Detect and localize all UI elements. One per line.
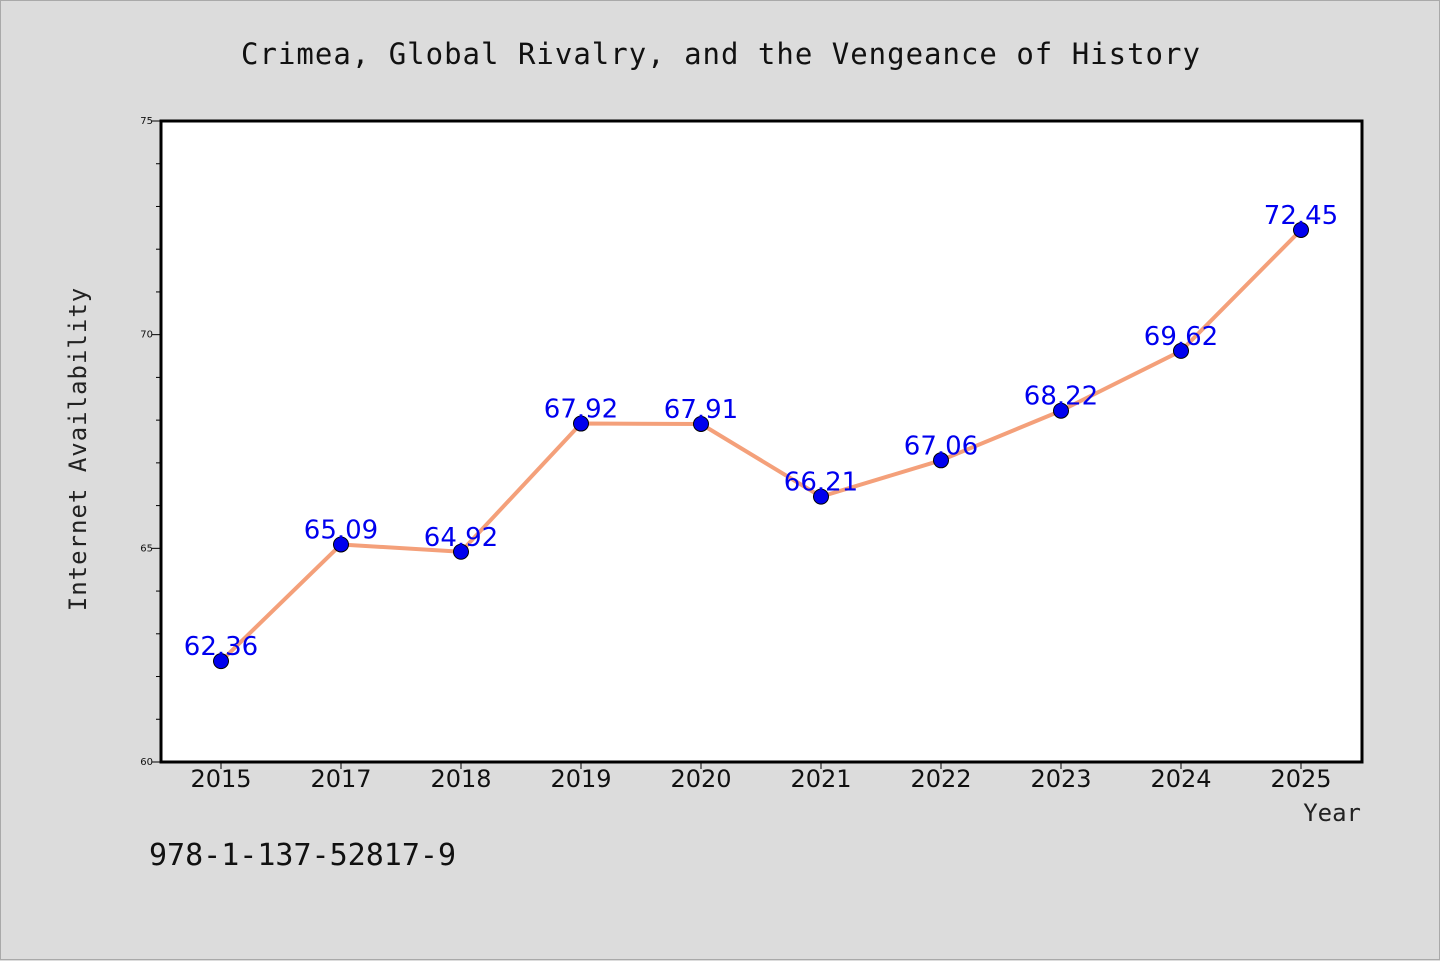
series-layer: 62.36 65.09 64.92 67.92 67.91 66.21 67.06 68.22… xyxy=(184,201,1338,670)
y-tick-label: 65 xyxy=(140,543,153,554)
data-point xyxy=(333,536,349,553)
data-point xyxy=(1293,221,1309,238)
y-axis-label: Internet Availability xyxy=(64,287,92,611)
x-axis: 2015 2017 2018 2019 2020 2021 2022 2023 2024 2025 xyxy=(190,762,1332,793)
x-tick-label: 2020 xyxy=(670,765,731,793)
data-label: 65.09 xyxy=(304,515,378,545)
x-tick-label: 2022 xyxy=(910,765,971,793)
data-label: 67.92 xyxy=(544,395,618,425)
x-tick-label: 2019 xyxy=(550,765,611,793)
data-label: 64.92 xyxy=(424,523,498,553)
data-point xyxy=(453,543,469,560)
x-tick-label: 2017 xyxy=(310,765,371,793)
x-tick-label: 2023 xyxy=(1030,765,1091,793)
chart-title: Crimea, Global Rivalry, and the Vengeanc… xyxy=(241,37,1201,71)
data-point xyxy=(933,452,949,469)
x-tick-label: 2021 xyxy=(790,765,851,793)
data-point xyxy=(1053,402,1069,419)
y-tick-label: 60 xyxy=(140,757,153,768)
data-point xyxy=(213,653,229,670)
data-label: 67.91 xyxy=(664,395,738,425)
isbn-text: 978-1-137-52817-9 xyxy=(149,838,456,873)
y-tick-label: 75 xyxy=(140,116,153,127)
data-label: 67.06 xyxy=(904,431,978,461)
x-tick-label: 2024 xyxy=(1150,765,1211,793)
data-label: 69.62 xyxy=(1144,322,1218,352)
plot-area xyxy=(159,119,1364,764)
data-label: 66.21 xyxy=(784,468,858,498)
data-label: 72.45 xyxy=(1264,201,1338,231)
y-tick-label: 70 xyxy=(140,330,153,341)
x-axis-label: Year xyxy=(1303,799,1361,827)
data-point xyxy=(813,488,829,505)
data-point xyxy=(1173,342,1189,359)
series-line xyxy=(219,227,1303,664)
data-label: 68.22 xyxy=(1024,382,1098,412)
x-tick-label: 2018 xyxy=(430,765,491,793)
data-label: 62.36 xyxy=(184,632,258,662)
data-point xyxy=(573,415,589,432)
x-tick-label: 2025 xyxy=(1270,765,1331,793)
y-axis: 60 65 70 75 xyxy=(140,116,161,768)
x-tick-label: 2015 xyxy=(190,765,251,793)
data-point xyxy=(693,415,709,432)
